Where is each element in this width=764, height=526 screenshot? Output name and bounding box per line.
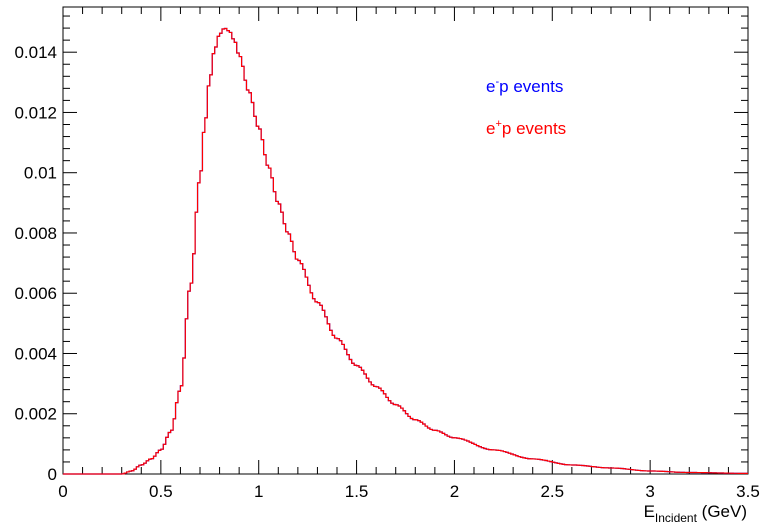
x-tick-label: 3 xyxy=(645,482,654,501)
series-line-eplus-p xyxy=(63,27,748,475)
x-axis-title-main: E xyxy=(644,502,655,521)
x-tick-label: 1 xyxy=(254,482,263,501)
legend-eplus-sup: + xyxy=(495,118,501,130)
y-tick-label: 0.006 xyxy=(14,284,57,303)
y-tick-label: 0.012 xyxy=(14,103,57,122)
series-line-eminus-p xyxy=(63,27,748,475)
x-axis-title: EIncident (GeV) xyxy=(644,502,747,525)
x-tick-label: 2.5 xyxy=(540,482,564,501)
x-tick-label: 0.5 xyxy=(149,482,173,501)
legend-entry-eplus: e+p events xyxy=(486,118,566,138)
legend-eplus-base: e xyxy=(486,119,495,138)
x-tick-label: 3.5 xyxy=(736,482,760,501)
legend-eplus-rest: p events xyxy=(502,119,566,138)
y-tick-label: 0.008 xyxy=(14,224,57,243)
legend-eminus-rest: p events xyxy=(499,77,563,96)
y-axis-tick-labels: 0 0.002 0.004 0.006 0.008 0.01 0.012 0.014 xyxy=(14,43,57,484)
x-tick-label: 2 xyxy=(450,482,459,501)
x-axis-ticks xyxy=(62,7,749,474)
legend-eminus-sup: - xyxy=(495,76,499,88)
y-tick-label: 0.004 xyxy=(14,344,57,363)
y-axis-ticks xyxy=(63,15,748,475)
y-tick-label: 0 xyxy=(48,465,57,484)
x-tick-label: 1.5 xyxy=(345,482,369,501)
series-lines xyxy=(63,27,748,475)
plot-frame xyxy=(62,6,749,475)
y-tick-label: 0.014 xyxy=(14,43,57,62)
x-axis-title-unit: (GeV) xyxy=(697,502,747,521)
x-tick-label: 0 xyxy=(58,482,67,501)
y-tick-label: 0.01 xyxy=(24,164,57,183)
legend-entry-eminus: e-p events xyxy=(486,76,563,96)
x-axis-title-subscript: Incident xyxy=(655,511,698,525)
y-tick-label: 0.002 xyxy=(14,405,57,424)
legend-eminus-base: e xyxy=(486,77,495,96)
x-axis-tick-labels: 0 0.5 1 1.5 2 2.5 3 3.5 xyxy=(58,482,760,501)
